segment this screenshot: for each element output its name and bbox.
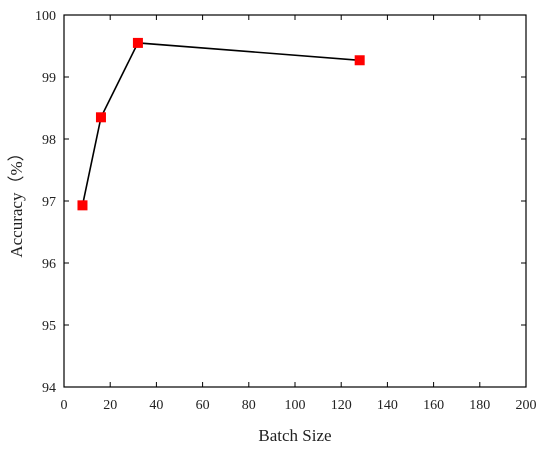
data-point (132, 37, 143, 48)
x-tick-label: 140 (377, 398, 398, 413)
x-axis-label: Batch Size (258, 426, 331, 445)
data-point (77, 200, 88, 211)
y-axis-label: Accuracy（%） (7, 144, 26, 257)
tick-marks (63, 14, 527, 388)
y-tick-label: 100 (35, 9, 56, 24)
x-tick-label: 80 (242, 398, 256, 413)
y-tick-labels: 94 95 96 97 98 99 100 (35, 9, 56, 396)
x-tick-label: 200 (516, 398, 537, 413)
data-point (354, 55, 365, 66)
x-tick-label: 120 (331, 398, 352, 413)
y-tick-label: 99 (42, 71, 56, 86)
y-tick-label: 96 (42, 257, 56, 272)
y-tick-label: 97 (42, 195, 56, 210)
y-tick-label: 94 (42, 381, 56, 396)
series-line (81, 42, 360, 206)
y-tick-label: 98 (42, 133, 56, 148)
plot-frame (63, 14, 527, 388)
x-tick-label: 40 (149, 398, 163, 413)
x-tick-label: 20 (103, 398, 117, 413)
x-tick-label: 0 (61, 398, 68, 413)
x-tick-label: 180 (469, 398, 490, 413)
x-tick-label: 100 (285, 398, 306, 413)
x-tick-label: 160 (423, 398, 444, 413)
y-tick-label: 95 (42, 319, 56, 334)
x-tick-label: 60 (196, 398, 210, 413)
x-tick-labels: 0 20 40 60 80 100 120 140 160 180 200 (61, 398, 537, 413)
data-point (95, 112, 106, 123)
series (77, 37, 365, 211)
